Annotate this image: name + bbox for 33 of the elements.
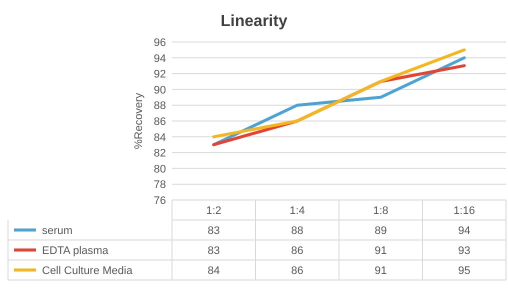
legend-label: Cell Culture Media: [42, 265, 134, 277]
data-label: 91: [374, 245, 387, 257]
data-label: 84: [208, 265, 220, 277]
chart-title: Linearity: [220, 13, 288, 30]
data-label: 94: [458, 225, 470, 237]
y-tick-label: 84: [154, 132, 166, 144]
legend-label: EDTA plasma: [42, 245, 110, 257]
y-tick-label: 82: [154, 148, 166, 160]
y-tick-label: 94: [154, 52, 166, 65]
data-label: 86: [291, 265, 304, 277]
data-label: 88: [291, 225, 304, 237]
y-tick-label: 92: [154, 68, 166, 81]
x-tick-label: 1:2: [206, 205, 222, 217]
data-label: 83: [208, 225, 220, 237]
data-label: 95: [458, 265, 470, 277]
line-series: [212, 48, 466, 138]
x-tick-label: 1:16: [454, 205, 475, 217]
y-tick-label: 96: [154, 37, 166, 49]
x-tick-label: 1:8: [373, 205, 388, 217]
data-label: 83: [208, 245, 220, 257]
y-tick-label: 76: [154, 195, 166, 207]
x-tick-label: 1:4: [290, 205, 305, 217]
data-label: 93: [458, 245, 470, 257]
data-label: 91: [374, 265, 387, 277]
data-label: 86: [291, 245, 304, 257]
legend-label: serum: [42, 225, 73, 237]
y-tick-label: 88: [154, 100, 166, 112]
y-tick-label: 86: [154, 116, 166, 128]
data-label: 89: [374, 225, 387, 237]
y-tick-label: 90: [154, 84, 166, 96]
y-axis-title: %Recovery: [133, 92, 145, 150]
y-tick-label: 78: [154, 179, 166, 192]
y-tick-label: 80: [154, 163, 166, 176]
